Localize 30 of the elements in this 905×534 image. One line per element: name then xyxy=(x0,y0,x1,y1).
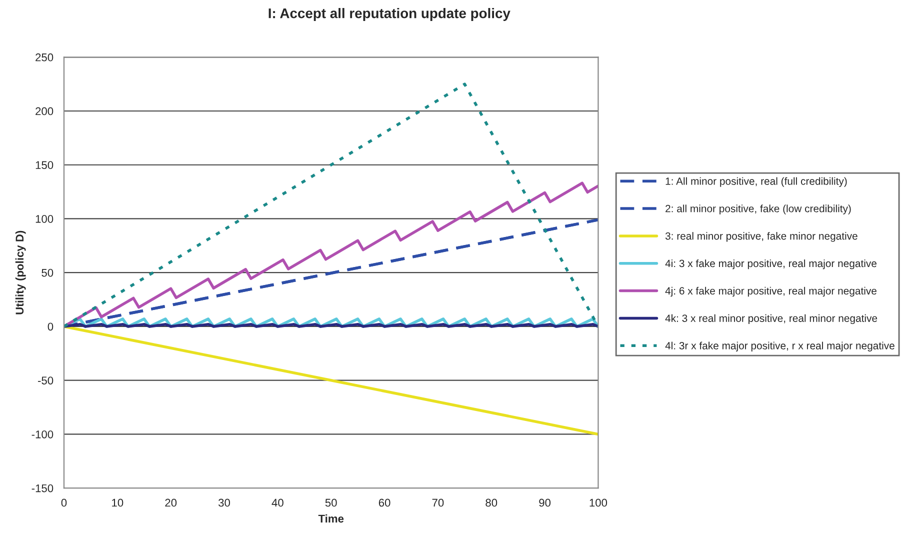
y-tick-label: 150 xyxy=(36,161,54,170)
legend-label: 3: real minor positive, fake minor negative xyxy=(665,232,858,242)
x-tick-label: 0 xyxy=(61,498,67,507)
legend-label: 4k: 3 x real minor positive, real minor negative xyxy=(665,314,878,324)
x-tick-label: 80 xyxy=(486,498,498,507)
legend-label: 4j: 6 x fake major positive, real major negative xyxy=(665,286,876,297)
y-tick-label: 50 xyxy=(42,268,54,277)
y-tick-label: 0 xyxy=(48,322,54,331)
y-tick-label: -50 xyxy=(38,376,54,384)
legend-label: 1: All minor positive, real (full credibility) xyxy=(666,177,847,187)
x-axis-title: Time xyxy=(318,514,344,523)
x-tick-label: 60 xyxy=(378,498,390,507)
y-axis-title: Utility (policy D) xyxy=(15,230,26,314)
legend-label: 2: all minor positive, fake (low credibility) xyxy=(666,204,851,214)
x-tick-label: 40 xyxy=(272,498,284,507)
y-tick-label: 100 xyxy=(36,215,54,223)
x-tick-label: 30 xyxy=(218,498,230,507)
y-tick-label: -100 xyxy=(32,430,54,438)
y-tick-label: 250 xyxy=(36,53,54,62)
y-tick-label: -150 xyxy=(32,484,54,492)
y-tick-label: 200 xyxy=(36,107,54,116)
x-tick-label: 10 xyxy=(112,498,124,507)
x-tick-label: 20 xyxy=(165,498,177,507)
x-tick-label: 90 xyxy=(539,498,551,507)
chart-title: I: Accept all reputation update policy xyxy=(268,8,510,21)
x-tick-label: 50 xyxy=(325,498,337,507)
legend-label: 4i: 3 x fake major positive, real major negative xyxy=(665,259,876,270)
x-tick-label: 70 xyxy=(432,498,444,507)
x-tick-label: 100 xyxy=(590,498,608,507)
legend-label: 4l: 3r x fake major positive, r x real major negative xyxy=(665,342,894,352)
